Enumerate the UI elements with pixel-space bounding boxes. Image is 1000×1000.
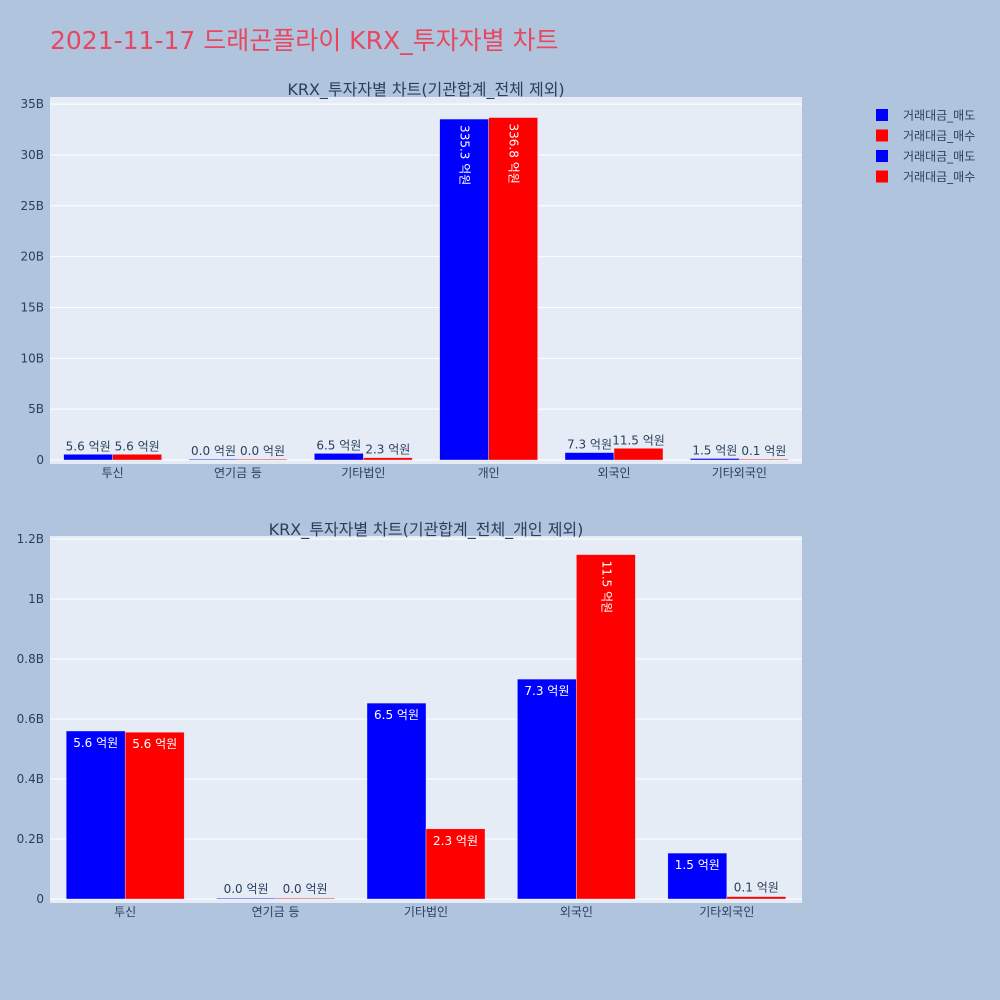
bar-value-label: 1.5 억원 xyxy=(692,443,737,457)
legend-label: 거래대금_매수 xyxy=(903,170,975,184)
y-tick-label: 35B xyxy=(20,97,44,111)
bar-sell xyxy=(314,453,364,461)
bar-value-label: 5.6 억원 xyxy=(132,737,177,751)
legend-swatch xyxy=(876,129,888,142)
bar-value-label: 5.6 억원 xyxy=(115,439,160,453)
bar-sell xyxy=(690,458,740,461)
x-tick-label: 투신 xyxy=(114,905,136,919)
x-tick-label: 투신 xyxy=(102,466,124,480)
bar-sell xyxy=(65,730,126,900)
x-tick-label: 기타법인 xyxy=(341,466,385,480)
bar-value-label: 0.0 억원 xyxy=(240,444,285,458)
bar-value-label: 6.5 억원 xyxy=(374,708,419,722)
chart-title: KRX_투자자별 차트(기관합계_전체_개인 제외) xyxy=(269,520,584,540)
legend-swatch xyxy=(876,109,888,121)
bar-buy xyxy=(739,458,789,461)
bar-buy xyxy=(275,897,335,900)
y-tick-label: 1B xyxy=(28,592,44,606)
y-tick-label: 1.2B xyxy=(17,532,44,546)
bar-value-label: 0.0 억원 xyxy=(224,882,269,896)
legend-label: 거래대금_매수 xyxy=(903,129,975,143)
bar-buy xyxy=(237,458,288,461)
bar-buy xyxy=(613,448,664,461)
bar-sell xyxy=(63,454,113,461)
y-tick-label: 20B xyxy=(20,250,44,264)
x-tick-label: 외국인 xyxy=(597,466,630,480)
bar-buy xyxy=(425,828,486,900)
bar-buy xyxy=(726,896,787,900)
plot-area xyxy=(50,97,802,464)
y-tick-label: 0.2B xyxy=(17,832,44,846)
x-tick-label: 외국인 xyxy=(560,905,593,919)
bar-sell xyxy=(564,452,615,461)
legend-swatch xyxy=(876,170,888,183)
y-tick-label: 30B xyxy=(20,148,44,162)
bar-value-label: 0.1 억원 xyxy=(741,444,786,458)
y-tick-label: 0 xyxy=(36,453,44,467)
bar-value-label: 2.3 억원 xyxy=(365,443,410,457)
y-tick-label: 15B xyxy=(20,300,44,314)
y-tick-label: 0.6B xyxy=(17,712,44,726)
chart-title: KRX_투자자별 차트(기관합계_전체 제외) xyxy=(287,80,564,100)
bar-value-label: 335.3 억원 xyxy=(458,125,472,185)
bar-buy xyxy=(488,117,538,461)
bar-sell xyxy=(216,897,276,900)
x-tick-label: 기타외국인 xyxy=(699,905,754,919)
bar-sell xyxy=(188,458,239,461)
x-tick-label: 기타법인 xyxy=(404,905,448,919)
y-tick-label: 25B xyxy=(20,199,44,213)
bar-buy xyxy=(112,454,162,461)
x-tick-label: 연기금 등 xyxy=(214,466,262,480)
bar-value-label: 0.0 억원 xyxy=(283,882,328,896)
bar-value-label: 11.5 억원 xyxy=(599,561,613,614)
bar-value-label: 1.5 억원 xyxy=(675,858,720,872)
legend-label: 거래대금_매도 xyxy=(903,109,975,123)
y-tick-label: 0.8B xyxy=(17,652,44,666)
bar-value-label: 0.1 억원 xyxy=(734,881,779,895)
bar-buy xyxy=(124,731,185,900)
bar-value-label: 11.5 억원 xyxy=(612,433,665,447)
bar-buy xyxy=(576,554,636,900)
bar-sell xyxy=(366,702,427,900)
y-tick-label: 0.4B xyxy=(17,772,44,786)
chart-top: 0 5B 10B 15B 20B 25B 30B 35B KRX_투자자별 차트(기관합계_전체… xyxy=(20,80,802,480)
bar-value-label: 7.3 억원 xyxy=(567,438,612,452)
bar-sell xyxy=(667,852,728,900)
bar-value-label: 5.6 억원 xyxy=(73,736,118,750)
bar-value-label: 0.0 억원 xyxy=(191,444,236,458)
legend-label: 거래대금_매도 xyxy=(903,150,975,164)
bar-sell xyxy=(517,678,577,900)
bar-buy xyxy=(363,457,413,461)
page-title: 2021-11-17 드래곤플라이 KRX_투자자별 차트 xyxy=(50,26,559,55)
chart-bottom: 0 0.2B 0.4B 0.6B 0.8B 1B 1.2B KRX_투자자별 차트(기관합계_… xyxy=(17,520,802,919)
y-tick-label: 0 xyxy=(36,892,44,906)
bar-sell xyxy=(439,118,489,461)
bar-value-label: 6.5 억원 xyxy=(316,438,361,452)
bar-value-label: 336.8 억원 xyxy=(507,124,521,184)
x-tick-label: 기타외국인 xyxy=(712,466,767,480)
bar-value-label: 7.3 억원 xyxy=(524,684,569,698)
bar-value-label: 2.3 억원 xyxy=(433,834,478,848)
y-tick-label: 10B xyxy=(20,351,44,365)
legend-swatch xyxy=(876,150,888,162)
x-tick-label: 개인 xyxy=(478,466,500,480)
y-tick-label: 5B xyxy=(28,402,44,416)
x-tick-label: 연기금 등 xyxy=(252,905,300,919)
bar-value-label: 5.6 억원 xyxy=(66,439,111,453)
